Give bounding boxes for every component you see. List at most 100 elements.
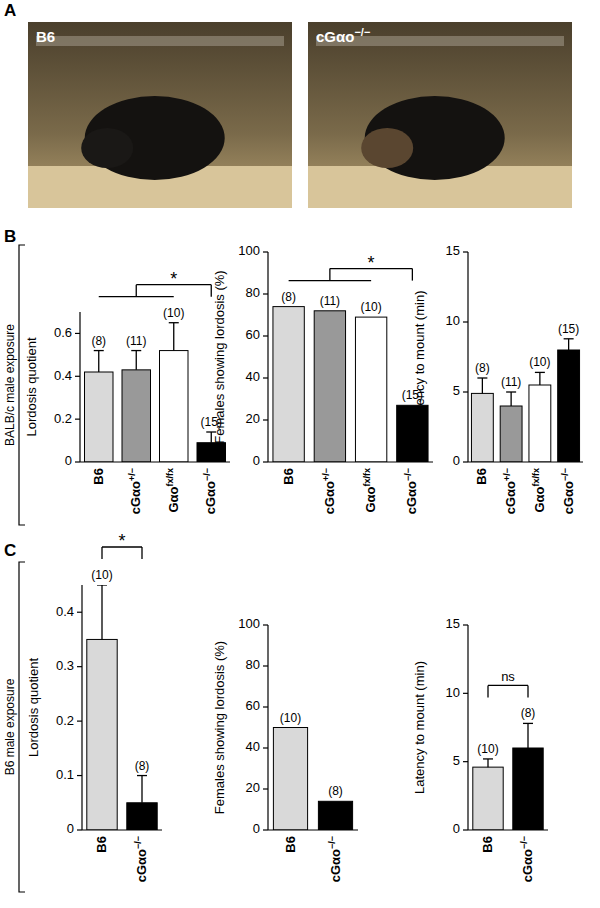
cage-rail <box>36 36 284 46</box>
mouse <box>361 128 413 168</box>
label-superscript: −/− <box>354 26 370 38</box>
photo: B6 <box>28 22 292 208</box>
significance-label: ns <box>501 669 515 684</box>
error-cap <box>137 775 147 776</box>
bar <box>87 639 117 830</box>
x-tick-label: B6 <box>91 468 106 485</box>
label-base: Gαo <box>166 486 181 512</box>
bar <box>529 385 551 462</box>
label-superscript: fx/fx <box>165 468 175 487</box>
x-axis <box>468 461 583 462</box>
chart: 051015Latency to mount (min)B6cGαo+/−Gαo… <box>412 243 583 514</box>
y-tick <box>263 461 268 462</box>
error-bar <box>94 351 104 372</box>
y-tick <box>463 829 468 830</box>
y-tick-label: 0.2 <box>56 713 74 728</box>
error-stem <box>136 351 137 370</box>
x-tick-label: Gαofx/fx <box>531 468 547 513</box>
x-tick-label: cGαo−/− <box>560 468 576 514</box>
x-tick-label: B6 <box>94 836 109 853</box>
label-superscript: +/− <box>321 468 331 481</box>
error-stem <box>482 378 483 393</box>
y-tick-label: 60 <box>246 327 260 342</box>
bar <box>127 803 157 830</box>
y-tick-label: 0.2 <box>54 411 72 426</box>
side-bracket <box>19 562 25 892</box>
x-tick-label: cGαo−/− <box>202 468 218 514</box>
bar <box>318 801 352 830</box>
y-axis <box>467 625 468 830</box>
label-base: Gαo <box>532 486 547 512</box>
x-axis <box>468 829 548 830</box>
error-stem <box>539 372 540 385</box>
y-tick <box>263 706 268 707</box>
y-tick-label: 15 <box>446 616 460 631</box>
n-label: (8) <box>135 759 150 773</box>
error-cap <box>477 377 487 378</box>
significance-label: * <box>368 253 375 273</box>
bar <box>558 350 580 462</box>
significance-bracket <box>289 269 413 281</box>
y-tick-label: 5 <box>453 753 460 768</box>
y-tick-label: 60 <box>246 698 260 713</box>
bracket-line <box>488 685 528 686</box>
y-axis <box>467 252 468 462</box>
error-stem <box>173 323 174 351</box>
label-superscript: −/− <box>202 468 212 481</box>
bar <box>85 372 114 462</box>
bracket-line <box>487 685 488 697</box>
y-tick <box>263 377 268 378</box>
significance-label: * <box>170 269 177 289</box>
bracket-line <box>101 547 102 559</box>
n-label: (11) <box>501 375 521 389</box>
plot-area <box>471 339 579 462</box>
n-label: (10) <box>360 300 381 314</box>
y-axis <box>267 625 268 830</box>
label-superscript: fx/fx <box>531 468 541 487</box>
y-tick-label: 5 <box>453 383 460 398</box>
y-tick-label: 0.6 <box>54 325 72 340</box>
significance-bracket <box>99 285 212 297</box>
bar <box>273 728 307 831</box>
bar <box>273 307 304 462</box>
y-tick <box>263 335 268 336</box>
error-bar <box>535 372 545 385</box>
label-base: cGαo <box>316 28 354 45</box>
error-bar <box>506 392 516 406</box>
chart: 00.20.40.6Lordosis quotientB6cGαo+/−Gαof… <box>24 269 230 515</box>
y-axis <box>81 585 82 830</box>
bar <box>122 370 151 462</box>
x-tick-label: cGαo+/− <box>127 468 143 514</box>
label-base: cGαo <box>328 849 343 882</box>
y-tick-label: 80 <box>246 657 260 672</box>
y-tick-label: 0.1 <box>56 767 74 782</box>
x-tick-label: B6 <box>480 836 495 853</box>
bar <box>160 351 189 462</box>
error-cap <box>483 758 493 759</box>
error-cap <box>97 585 107 586</box>
photo-label: cGαo−/− <box>316 26 370 45</box>
figure: ABCB6cGαo−/−BALB/c male exposureB6 male … <box>0 0 600 908</box>
y-axis-label: Latency to mount (min) <box>412 661 427 794</box>
y-tick <box>463 693 468 694</box>
y-tick-label: 0.4 <box>56 604 74 619</box>
y-tick-label: 40 <box>246 739 260 754</box>
label-superscript: −/− <box>403 468 413 481</box>
y-tick-label: 20 <box>246 411 260 426</box>
n-label: (8) <box>521 706 536 720</box>
y-tick <box>463 251 468 252</box>
y-tick <box>263 419 268 420</box>
label-base: cGαo <box>203 481 218 514</box>
y-tick-label: 0 <box>65 453 72 468</box>
label-base: cGαo <box>322 481 337 514</box>
y-tick-label: 0 <box>253 821 260 836</box>
plot-area <box>85 323 226 462</box>
plot-area <box>273 307 428 462</box>
error-bar <box>564 339 574 350</box>
error-cap <box>94 350 104 351</box>
label-base: cGαo <box>128 481 143 514</box>
bar <box>314 311 345 462</box>
error-stem <box>98 351 99 372</box>
x-tick-label: Gαofx/fx <box>362 468 378 513</box>
error-cap <box>523 723 533 724</box>
